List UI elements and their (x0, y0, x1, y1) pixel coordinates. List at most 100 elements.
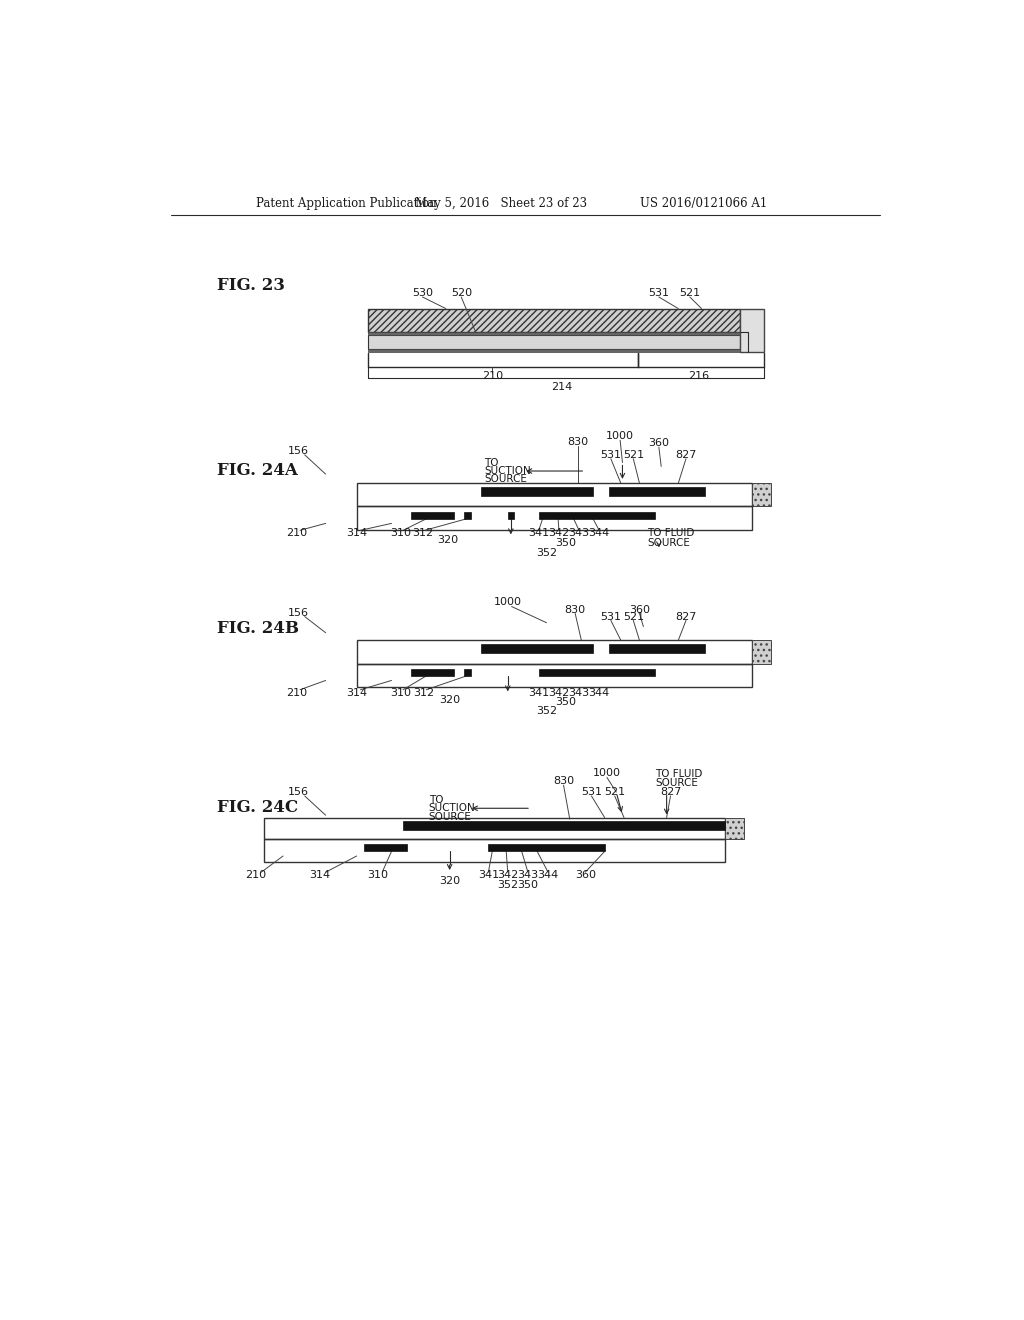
Bar (411, 669, 454, 676)
Text: 827: 827 (675, 611, 696, 622)
Text: 531: 531 (648, 288, 670, 298)
Bar (356, 507, 752, 529)
Text: 830: 830 (553, 776, 574, 785)
Text: 320: 320 (439, 696, 460, 705)
Text: 210: 210 (287, 688, 307, 698)
Text: SUCTION: SUCTION (429, 804, 475, 813)
Text: 342: 342 (548, 688, 569, 698)
Text: TO: TO (484, 458, 499, 467)
Text: 341: 341 (478, 870, 499, 880)
Text: 310: 310 (390, 688, 412, 698)
Text: 521: 521 (679, 288, 700, 298)
Bar (480, 487, 593, 496)
Bar (740, 309, 764, 351)
Bar (369, 309, 740, 331)
Text: 314: 314 (346, 528, 368, 539)
Text: Patent Application Publication: Patent Application Publication (256, 197, 436, 210)
Text: 350: 350 (555, 539, 577, 548)
Bar (411, 512, 454, 519)
Text: 343: 343 (568, 688, 590, 698)
Text: 830: 830 (567, 437, 588, 446)
Text: 530: 530 (412, 288, 433, 298)
Bar (508, 512, 514, 519)
Text: SOURCE: SOURCE (655, 777, 698, 788)
Text: 521: 521 (623, 611, 644, 622)
Text: 360: 360 (648, 438, 670, 449)
Text: 350: 350 (517, 880, 539, 890)
Text: 341: 341 (528, 688, 549, 698)
Bar (608, 644, 706, 653)
Bar (464, 669, 471, 676)
Text: US 2016/0121066 A1: US 2016/0121066 A1 (640, 197, 767, 210)
Text: 310: 310 (390, 528, 412, 539)
Text: 352: 352 (536, 706, 557, 717)
Text: 827: 827 (675, 450, 696, 459)
Bar (539, 512, 655, 519)
Text: 342: 342 (497, 870, 518, 880)
Bar (369, 348, 740, 351)
Text: SOURCE: SOURCE (647, 537, 690, 548)
Text: 1000: 1000 (494, 597, 522, 607)
Text: 352: 352 (498, 880, 518, 890)
Text: TO: TO (429, 795, 443, 805)
Bar (263, 840, 725, 862)
Text: TO FLUID: TO FLUID (647, 528, 694, 539)
Text: 156: 156 (288, 607, 309, 618)
Text: TO FLUID: TO FLUID (655, 770, 702, 779)
Text: FIG. 24A: FIG. 24A (217, 462, 298, 479)
Bar (369, 331, 740, 335)
Bar (539, 669, 655, 676)
Bar (356, 640, 752, 664)
Bar (752, 640, 771, 664)
Bar (725, 817, 744, 840)
Text: 344: 344 (589, 528, 610, 539)
Text: 521: 521 (623, 450, 644, 459)
Text: 531: 531 (581, 787, 602, 797)
Bar (263, 817, 725, 840)
Text: 210: 210 (287, 528, 307, 539)
Text: 216: 216 (688, 371, 709, 381)
Text: FIG. 24B: FIG. 24B (217, 619, 299, 636)
Text: 1000: 1000 (593, 768, 621, 777)
Text: 210: 210 (481, 371, 503, 381)
Text: 344: 344 (589, 688, 610, 698)
Text: 830: 830 (564, 605, 586, 615)
Text: 343: 343 (517, 870, 539, 880)
Text: 521: 521 (604, 787, 626, 797)
Text: FIG. 23: FIG. 23 (217, 277, 285, 294)
Bar (752, 483, 771, 507)
Text: FIG. 24C: FIG. 24C (217, 799, 298, 816)
Text: 156: 156 (288, 787, 309, 797)
Text: SUCTION: SUCTION (484, 466, 531, 477)
Text: 310: 310 (367, 870, 388, 880)
Text: 314: 314 (309, 870, 331, 880)
Text: 520: 520 (451, 288, 472, 298)
Bar (356, 483, 752, 507)
Text: May 5, 2016   Sheet 23 of 23: May 5, 2016 Sheet 23 of 23 (415, 197, 587, 210)
Text: 352: 352 (536, 548, 557, 558)
Text: 827: 827 (659, 787, 681, 797)
Text: 312: 312 (412, 528, 433, 539)
Bar (369, 335, 740, 348)
Text: 314: 314 (346, 688, 368, 698)
Text: 210: 210 (246, 870, 266, 880)
Text: 360: 360 (629, 605, 650, 615)
Bar (608, 487, 706, 496)
Text: 320: 320 (439, 876, 460, 887)
Text: 320: 320 (437, 535, 459, 545)
Bar (356, 664, 752, 686)
Text: SOURCE: SOURCE (484, 474, 527, 484)
Bar (480, 644, 593, 653)
Bar (464, 512, 471, 519)
Text: 531: 531 (600, 611, 622, 622)
Text: SOURCE: SOURCE (429, 812, 472, 822)
Text: 350: 350 (555, 697, 577, 708)
Text: 342: 342 (548, 528, 569, 539)
Text: 341: 341 (528, 528, 549, 539)
Text: 360: 360 (574, 870, 596, 880)
Bar (488, 845, 604, 851)
Text: 214: 214 (551, 381, 572, 392)
Text: 156: 156 (288, 446, 309, 455)
Text: 312: 312 (414, 688, 434, 698)
Text: 343: 343 (568, 528, 590, 539)
